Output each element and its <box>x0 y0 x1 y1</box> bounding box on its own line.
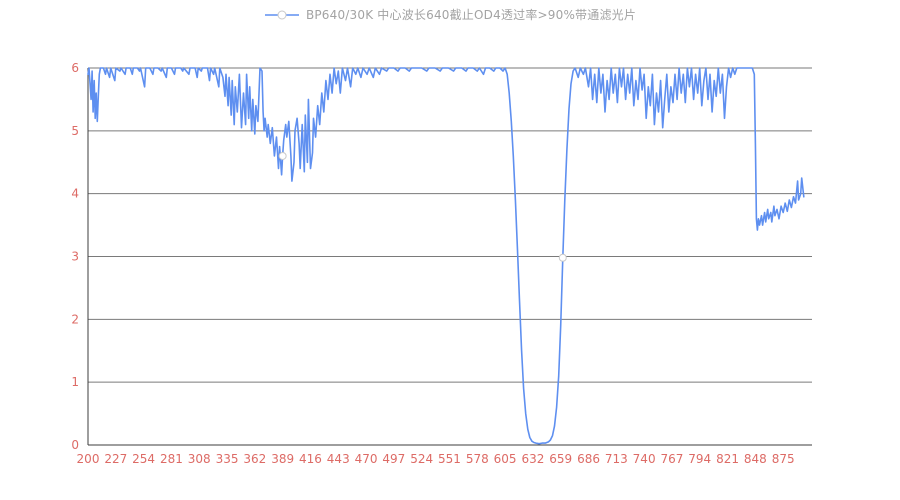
x-tick-label: 740 <box>633 452 656 466</box>
x-tick-label: 281 <box>160 452 183 466</box>
y-tick-label: 5 <box>71 124 79 138</box>
x-tick-label: 416 <box>299 452 322 466</box>
legend-label: BP640/30K 中心波长640截止OD4透过率>90%带通滤光片 <box>305 8 637 22</box>
x-tick-label: 497 <box>382 452 405 466</box>
x-tick-label: 767 <box>660 452 683 466</box>
x-tick-label: 470 <box>355 452 378 466</box>
x-tick-label: 254 <box>132 452 155 466</box>
x-tick-label: 227 <box>104 452 127 466</box>
x-tick-label: 848 <box>744 452 767 466</box>
x-tick-label: 308 <box>188 452 211 466</box>
x-tick-label: 794 <box>688 452 711 466</box>
x-tick-label: 362 <box>243 452 266 466</box>
x-tick-label: 821 <box>716 452 739 466</box>
spectrum-line <box>87 67 805 445</box>
x-tick-label: 686 <box>577 452 600 466</box>
x-tick-label: 605 <box>494 452 517 466</box>
x-tick-label: 551 <box>438 452 461 466</box>
y-tick-label: 1 <box>71 375 79 389</box>
x-tick-label: 875 <box>772 452 795 466</box>
y-tick-label: 2 <box>71 312 79 326</box>
x-tick-label: 524 <box>410 452 433 466</box>
x-tick-label: 632 <box>521 452 544 466</box>
y-tick-label: 0 <box>71 438 79 452</box>
series-point-marker <box>558 253 567 262</box>
y-tick-label: 4 <box>71 187 79 201</box>
series-point-marker <box>278 151 287 160</box>
x-tick-label: 389 <box>271 452 294 466</box>
x-tick-label: 335 <box>216 452 239 466</box>
y-tick-label: 6 <box>71 61 79 75</box>
x-tick-label: 713 <box>605 452 628 466</box>
x-tick-label: 200 <box>77 452 100 466</box>
x-tick-label: 443 <box>327 452 350 466</box>
x-tick-label: 578 <box>466 452 489 466</box>
legend-line-marker-icon <box>264 9 300 21</box>
x-tick-label: 659 <box>549 452 572 466</box>
chart-legend: BP640/30K 中心波长640截止OD4透过率>90%带通滤光片 <box>0 6 900 23</box>
y-tick-label: 3 <box>71 250 79 264</box>
